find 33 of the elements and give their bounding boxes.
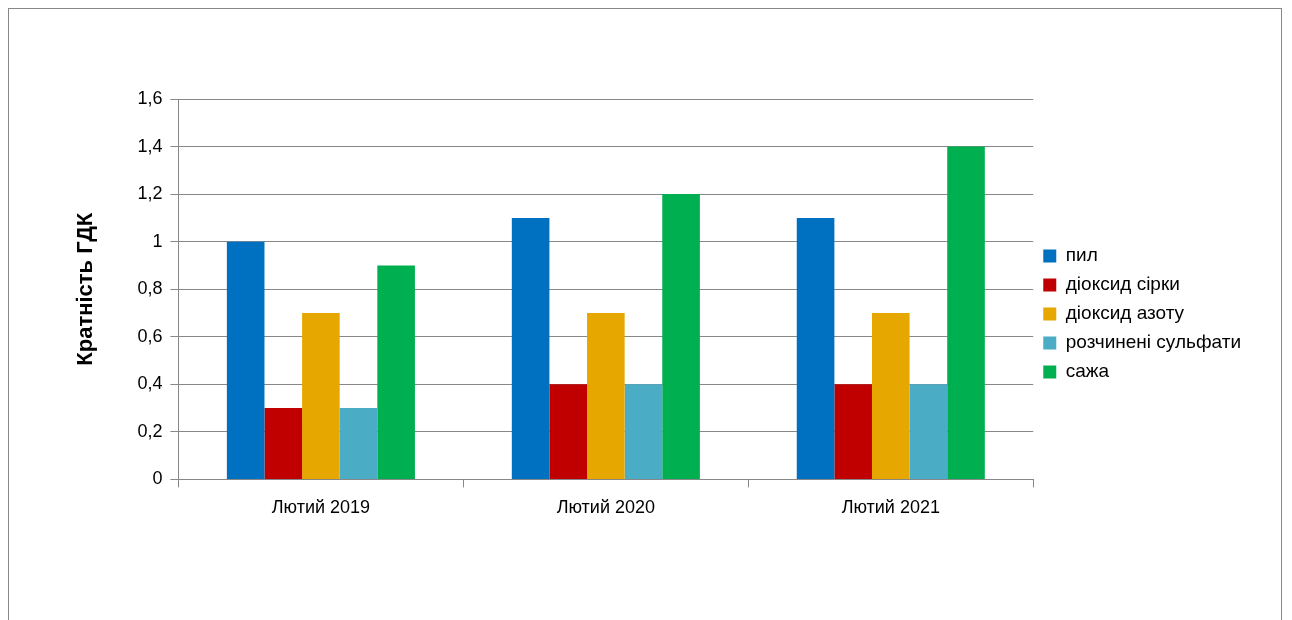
y-tick-label: 0,6	[137, 325, 163, 346]
y-tick-label: 0,2	[137, 420, 163, 441]
bar	[549, 384, 588, 479]
y-tick-label: 0	[152, 468, 163, 489]
y-tick-label: 1,2	[137, 183, 163, 204]
bar	[624, 384, 663, 479]
bar	[947, 146, 985, 479]
legend-label: сажа	[1065, 360, 1110, 382]
bar	[264, 408, 303, 479]
y-tick-label: 1	[152, 230, 163, 251]
x-tick-label: Лютий 2021	[841, 497, 940, 518]
y-tick-label: 1,4	[137, 135, 163, 156]
bar	[587, 312, 625, 479]
bar	[909, 384, 948, 479]
bar	[834, 384, 872, 479]
y-tick-label: 0,4	[137, 373, 163, 394]
y-tick-label: 1,6	[137, 87, 163, 108]
y-axis-title: Кратність ГДК	[72, 212, 98, 366]
bar	[302, 312, 340, 479]
x-tick-label: Лютий 2020	[556, 497, 656, 518]
y-tick-label: 0,8	[137, 278, 163, 299]
bar	[226, 241, 265, 479]
bar	[511, 217, 550, 479]
legend-label: розчинені сульфати	[1065, 331, 1241, 353]
x-tick-label: Лютий 2019	[271, 497, 371, 518]
bar	[662, 194, 700, 479]
legend-label: пил	[1065, 244, 1098, 266]
bar	[871, 312, 910, 479]
legend-label: діоксид азоту	[1065, 302, 1185, 324]
legend-label: діоксид сірки	[1065, 273, 1180, 295]
bar	[377, 265, 415, 479]
bar	[339, 408, 378, 479]
bar	[796, 217, 835, 479]
